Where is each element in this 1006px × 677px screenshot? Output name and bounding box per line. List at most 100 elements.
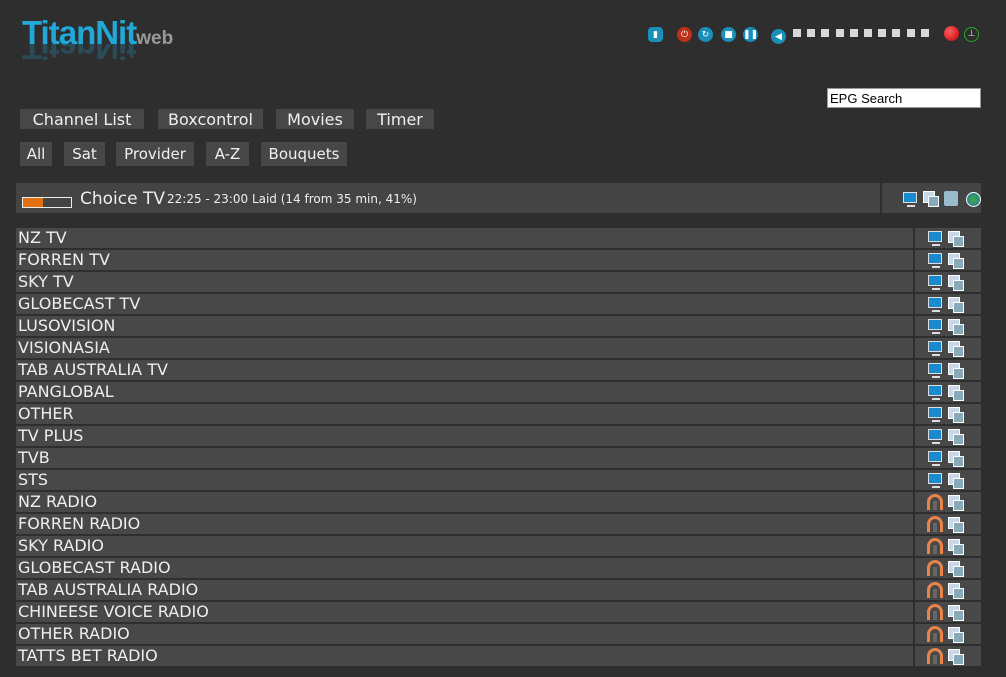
tv-icon[interactable] xyxy=(928,231,942,246)
current-channel[interactable]: Choice TV xyxy=(80,189,165,209)
power-icon[interactable]: ⏻ xyxy=(677,27,692,42)
logo: TitanNitweb xyxy=(22,14,173,52)
logo-suffix: web xyxy=(136,28,174,49)
bouquet-row[interactable]: VISIONASIA xyxy=(16,338,913,358)
radio-icon[interactable] xyxy=(927,560,943,576)
tv-icon[interactable] xyxy=(928,319,942,334)
epg-icon[interactable] xyxy=(948,319,964,335)
bouquet-row[interactable]: SKY RADIO xyxy=(16,536,913,556)
progress-fill xyxy=(23,198,43,207)
tv-icon[interactable] xyxy=(928,473,942,488)
epg-icon[interactable] xyxy=(948,275,964,291)
tv-icon[interactable] xyxy=(928,385,942,400)
filter-bouquets[interactable]: Bouquets xyxy=(261,142,347,166)
volume-step[interactable] xyxy=(920,29,929,37)
bouquet-row[interactable]: GLOBECAST RADIO xyxy=(16,558,913,578)
bouquet-row[interactable]: PANGLOBAL xyxy=(16,382,913,402)
pause-icon[interactable]: ❚❚ xyxy=(743,27,758,42)
nav-channel-list[interactable]: Channel List xyxy=(20,109,144,129)
radio-icon[interactable] xyxy=(927,538,943,554)
antenna-icon[interactable]: ⊥ xyxy=(964,27,979,42)
epg-icon[interactable] xyxy=(948,385,964,401)
bouquet-row[interactable]: FORREN RADIO xyxy=(16,514,913,534)
volume-step[interactable] xyxy=(849,29,858,37)
tv-icon[interactable] xyxy=(928,341,942,356)
bouquet-row[interactable]: STS xyxy=(16,470,913,490)
tv-icon[interactable] xyxy=(928,297,942,312)
volume-icon[interactable]: ◀ xyxy=(771,29,786,44)
bouquet-row[interactable]: TV PLUS xyxy=(16,426,913,446)
now-playing-bar xyxy=(16,183,880,213)
bouquet-row[interactable]: NZ TV xyxy=(16,228,913,248)
radio-icon[interactable] xyxy=(927,604,943,620)
radio-icon[interactable] xyxy=(927,582,943,598)
bouquet-row[interactable]: FORREN TV xyxy=(16,250,913,270)
web-icon[interactable] xyxy=(966,192,981,207)
nav-movies[interactable]: Movies xyxy=(276,109,354,129)
tv-icon[interactable] xyxy=(928,275,942,290)
radio-icon[interactable] xyxy=(927,494,943,510)
filter-a-z[interactable]: A-Z xyxy=(206,142,249,166)
epg-icon[interactable] xyxy=(948,605,964,621)
volume-step[interactable] xyxy=(906,29,915,37)
volume-step[interactable] xyxy=(878,29,887,37)
logo-reflection: TitanNit xyxy=(22,44,137,66)
bouquet-row[interactable]: TAB AUSTRALIA RADIO xyxy=(16,580,913,600)
epg-icon[interactable] xyxy=(948,407,964,423)
epg-icon[interactable] xyxy=(948,583,964,599)
epg-icon[interactable] xyxy=(948,297,964,313)
radio-icon[interactable] xyxy=(927,648,943,664)
bouquet-row[interactable]: GLOBECAST TV xyxy=(16,294,913,314)
epg-icon[interactable] xyxy=(948,363,964,379)
record-icon[interactable] xyxy=(944,26,959,41)
nav-timer[interactable]: Timer xyxy=(366,109,434,129)
epg-icon[interactable] xyxy=(923,191,939,207)
epg-icon[interactable] xyxy=(948,341,964,357)
bouquet-row[interactable]: TVB xyxy=(16,448,913,468)
tv-icon[interactable] xyxy=(928,451,942,466)
nav-boxcontrol[interactable]: Boxcontrol xyxy=(158,109,263,129)
stream-icon[interactable] xyxy=(944,191,958,206)
epg-icon[interactable] xyxy=(948,517,964,533)
bouquet-row[interactable]: SKY TV xyxy=(16,272,913,292)
epg-icon[interactable] xyxy=(948,495,964,511)
epg-icon[interactable] xyxy=(948,253,964,269)
tv-icon[interactable] xyxy=(928,407,942,422)
volume-step[interactable] xyxy=(807,29,816,37)
radio-icon[interactable] xyxy=(927,626,943,642)
bouquet-row[interactable]: TAB AUSTRALIA TV xyxy=(16,360,913,380)
epg-icon[interactable] xyxy=(948,539,964,555)
progress-bar xyxy=(22,197,72,208)
bouquet-row[interactable]: OTHER xyxy=(16,404,913,424)
bouquet-row[interactable]: LUSOVISION xyxy=(16,316,913,336)
bouquet-row[interactable]: CHINEESE VOICE RADIO xyxy=(16,602,913,622)
epg-icon[interactable] xyxy=(948,429,964,445)
volume-step[interactable] xyxy=(835,29,844,37)
tv-icon[interactable] xyxy=(928,253,942,268)
epg-icon[interactable] xyxy=(948,649,964,665)
filter-provider[interactable]: Provider xyxy=(116,142,194,166)
epg-icon[interactable] xyxy=(948,627,964,643)
tv-icon[interactable] xyxy=(928,429,942,444)
radio-icon[interactable] xyxy=(927,516,943,532)
filter-all[interactable]: All xyxy=(20,142,52,166)
tv-icon[interactable] xyxy=(903,192,917,207)
restart-icon[interactable]: ↻ xyxy=(698,27,713,42)
epg-icon[interactable] xyxy=(948,473,964,489)
epg-icon[interactable] xyxy=(948,231,964,247)
remote-icon[interactable]: ▮ xyxy=(648,27,663,42)
volume-step[interactable] xyxy=(793,29,801,37)
stop-icon[interactable]: ■ xyxy=(721,27,736,42)
epg-search-input[interactable] xyxy=(827,88,981,108)
epg-icon[interactable] xyxy=(948,561,964,577)
bouquet-row[interactable]: NZ RADIO xyxy=(16,492,913,512)
filter-sat[interactable]: Sat xyxy=(64,142,105,166)
epg-icon[interactable] xyxy=(948,451,964,467)
volume-step[interactable] xyxy=(821,29,830,37)
volume-step[interactable] xyxy=(864,29,872,37)
tv-icon[interactable] xyxy=(928,363,942,378)
logo-text: TitanNit xyxy=(22,14,137,51)
bouquet-row[interactable]: OTHER RADIO xyxy=(16,624,913,644)
bouquet-row[interactable]: TATTS BET RADIO xyxy=(16,646,913,666)
volume-step[interactable] xyxy=(892,29,901,37)
